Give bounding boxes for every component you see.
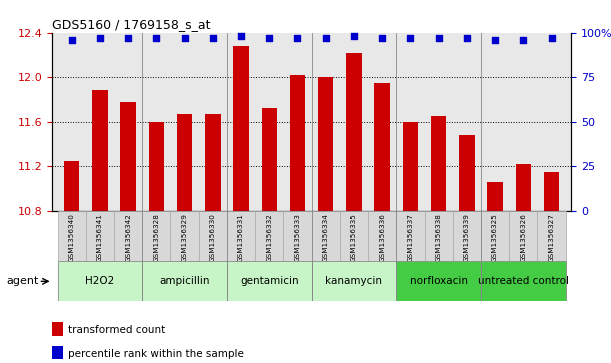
FancyBboxPatch shape — [368, 211, 397, 261]
FancyBboxPatch shape — [340, 211, 368, 261]
FancyBboxPatch shape — [57, 261, 142, 301]
Text: GSM1356340: GSM1356340 — [68, 213, 75, 262]
Text: GSM1356328: GSM1356328 — [153, 213, 159, 262]
Point — [547, 35, 557, 41]
Point — [208, 35, 218, 41]
FancyBboxPatch shape — [509, 211, 538, 261]
FancyBboxPatch shape — [255, 211, 284, 261]
Text: GSM1356331: GSM1356331 — [238, 213, 244, 262]
Text: GSM1356341: GSM1356341 — [97, 213, 103, 262]
Text: GSM1356330: GSM1356330 — [210, 213, 216, 262]
Bar — [318, 77, 334, 211]
FancyBboxPatch shape — [142, 261, 227, 301]
FancyBboxPatch shape — [425, 211, 453, 261]
Text: GSM1356342: GSM1356342 — [125, 213, 131, 262]
Text: GSM1356333: GSM1356333 — [295, 213, 301, 262]
Bar — [544, 172, 559, 211]
Bar — [92, 90, 108, 211]
Point — [293, 35, 302, 41]
Point — [406, 35, 415, 41]
FancyBboxPatch shape — [227, 211, 255, 261]
Text: GSM1356338: GSM1356338 — [436, 213, 442, 262]
FancyBboxPatch shape — [170, 211, 199, 261]
Text: percentile rank within the sample: percentile rank within the sample — [68, 348, 243, 359]
FancyBboxPatch shape — [312, 211, 340, 261]
FancyBboxPatch shape — [538, 211, 566, 261]
Point — [67, 37, 76, 43]
FancyBboxPatch shape — [284, 211, 312, 261]
Point — [349, 33, 359, 39]
Point — [490, 37, 500, 43]
Text: GSM1356326: GSM1356326 — [521, 213, 526, 262]
Point — [265, 35, 274, 41]
Bar — [375, 83, 390, 211]
Text: kanamycin: kanamycin — [326, 276, 382, 286]
Point — [180, 35, 189, 41]
Bar — [64, 160, 79, 211]
FancyBboxPatch shape — [227, 261, 312, 301]
Text: GSM1356336: GSM1356336 — [379, 213, 385, 262]
Bar — [120, 102, 136, 211]
Bar — [177, 114, 192, 211]
Text: GSM1356332: GSM1356332 — [266, 213, 273, 262]
Text: GSM1356339: GSM1356339 — [464, 213, 470, 262]
Point — [152, 35, 161, 41]
FancyBboxPatch shape — [312, 261, 397, 301]
FancyBboxPatch shape — [142, 211, 170, 261]
Text: agent: agent — [6, 276, 38, 286]
Text: GSM1356335: GSM1356335 — [351, 213, 357, 262]
Bar — [346, 53, 362, 211]
Text: GSM1356337: GSM1356337 — [408, 213, 414, 262]
Text: GSM1356325: GSM1356325 — [492, 213, 498, 262]
FancyBboxPatch shape — [453, 211, 481, 261]
Point — [518, 37, 528, 43]
FancyBboxPatch shape — [397, 211, 425, 261]
Bar — [403, 122, 418, 211]
Point — [236, 33, 246, 39]
Text: ampicillin: ampicillin — [159, 276, 210, 286]
Point — [462, 35, 472, 41]
Point — [377, 35, 387, 41]
Bar — [516, 164, 531, 211]
Text: untreated control: untreated control — [478, 276, 569, 286]
Text: GSM1356329: GSM1356329 — [181, 213, 188, 262]
Point — [434, 35, 444, 41]
Text: GDS5160 / 1769158_s_at: GDS5160 / 1769158_s_at — [52, 19, 210, 32]
Text: GSM1356334: GSM1356334 — [323, 213, 329, 262]
Text: transformed count: transformed count — [68, 325, 165, 335]
FancyBboxPatch shape — [481, 211, 509, 261]
FancyBboxPatch shape — [57, 211, 86, 261]
FancyBboxPatch shape — [397, 261, 481, 301]
Bar — [205, 114, 221, 211]
Point — [123, 35, 133, 41]
Bar — [431, 116, 447, 211]
FancyBboxPatch shape — [114, 211, 142, 261]
Text: norfloxacin: norfloxacin — [409, 276, 467, 286]
Bar — [262, 108, 277, 211]
Bar — [459, 135, 475, 211]
Bar — [488, 182, 503, 211]
Bar — [148, 122, 164, 211]
Point — [95, 35, 105, 41]
Text: gentamicin: gentamicin — [240, 276, 299, 286]
Bar — [233, 46, 249, 211]
Bar — [52, 322, 64, 336]
Text: GSM1356327: GSM1356327 — [549, 213, 555, 262]
Bar — [290, 75, 306, 211]
FancyBboxPatch shape — [199, 211, 227, 261]
FancyBboxPatch shape — [86, 211, 114, 261]
Point — [321, 35, 331, 41]
Bar — [52, 346, 64, 359]
Text: H2O2: H2O2 — [86, 276, 114, 286]
FancyBboxPatch shape — [481, 261, 566, 301]
